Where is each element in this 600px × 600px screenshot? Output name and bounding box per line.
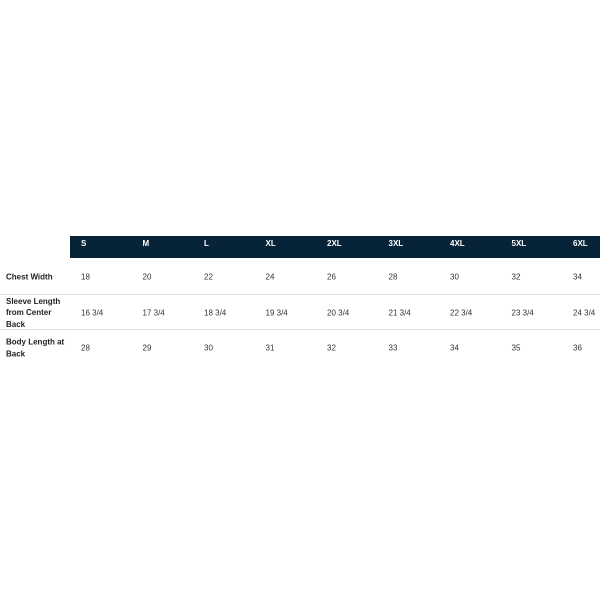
table-cell: 34 [450,343,459,353]
row-label: Body Length at Back [6,337,65,359]
table-cell: 24 3/4 [573,308,596,317]
header-cell: S [81,239,87,248]
table-cell: 22 [204,272,213,281]
header-cell: L [204,239,209,248]
table-cell: 22 3/4 [450,308,473,317]
header-row: S M L XL 2XL 3XL 4XL 5XL 6XL [70,236,600,258]
table-row: Body Length at Back 28 29 30 31 32 33 34 35 36 [0,329,600,366]
row-label: Sleeve Length from Center Back [6,296,61,329]
table-cell: 18 3/4 [204,308,227,317]
header-cell: 6XL [573,239,588,248]
table-row: Sleeve Length from Center Back 16 3/4 17 3… [0,294,600,330]
header-cell: M [142,239,150,248]
table-cell: 17 3/4 [142,308,165,317]
table-cell: 29 [142,343,152,353]
table-cell: 19 3/4 [265,308,288,317]
table-cell: 36 [573,343,582,353]
row-label: Chest Width [6,271,53,281]
table-cell: 20 3/4 [327,308,350,317]
table-cell: 16 3/4 [81,308,104,317]
header-cell: XL [265,239,276,248]
header-cell: 5XL [511,239,527,248]
table-cell: 28 [388,272,398,281]
table-cell: 21 3/4 [388,308,411,317]
table-cell: 31 [265,343,275,353]
table-cell: 35 [511,343,521,353]
table-cell: 32 [511,272,521,281]
header-cell: 2XL [327,239,342,248]
table-cell: 23 3/4 [511,308,534,317]
table-cell: 32 [327,343,336,353]
table-cell: 28 [81,343,90,353]
table-cell: 34 [573,272,582,281]
table-row: Chest Width 18 20 22 24 26 28 30 32 34 [0,259,600,294]
table-cell: 18 [81,272,90,281]
table-cell: 24 [265,272,275,281]
header-cell: 3XL [388,239,404,248]
table-cell: 30 [450,272,459,281]
header-cell: 4XL [450,239,465,248]
table-cell: 30 [204,343,213,353]
table-cell: 20 [142,272,152,281]
table-cell: 33 [388,343,398,353]
table-cell: 26 [327,272,336,281]
